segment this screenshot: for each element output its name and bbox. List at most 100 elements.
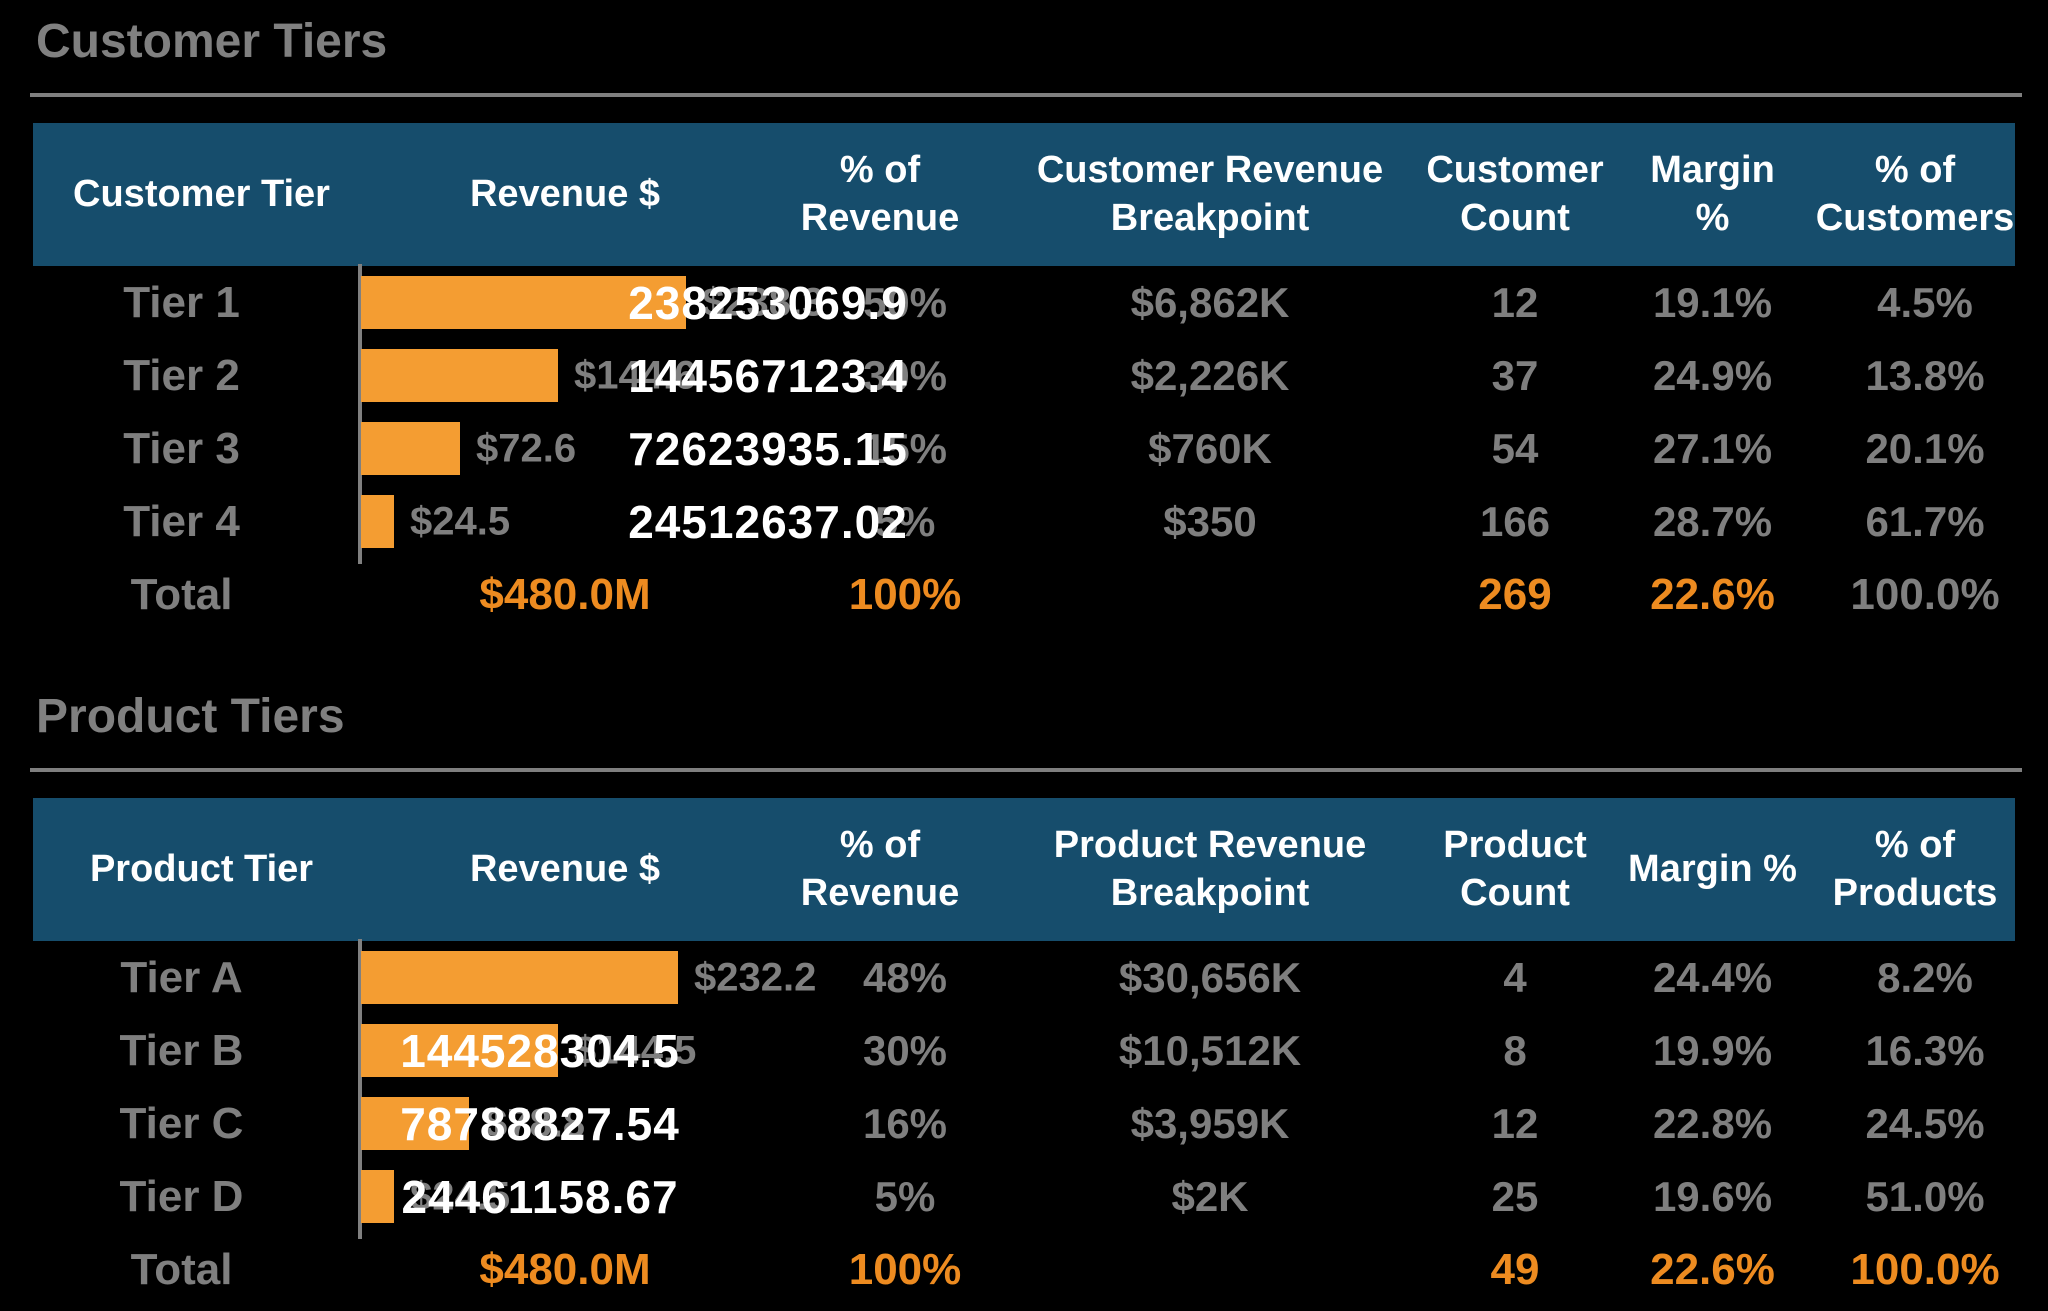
pct-revenue-value: 15% bbox=[862, 424, 948, 472]
section-title: Customer Tiers bbox=[36, 15, 388, 68]
pct-revenue-value: 16% bbox=[862, 1099, 948, 1147]
pct-entities-value: 51.0% bbox=[1865, 1172, 1985, 1220]
revenue-bar bbox=[361, 1097, 469, 1150]
product-tiers-section: Product Tiers Product Tier Revenue $ % o… bbox=[0, 675, 2048, 1311]
revenue-bar bbox=[361, 349, 558, 402]
table-body: Tier A 48% $30,656K 4 24.4% 8.2% 2322305… bbox=[33, 939, 2015, 1306]
table-row: Tier 2 30% $2,226K 37 24.9% 13.8% $144.6… bbox=[33, 339, 2015, 412]
title-underline bbox=[30, 768, 2022, 772]
tier-label: Tier D bbox=[119, 1171, 244, 1221]
bar-axis-line bbox=[358, 939, 362, 1239]
count-value: 25 bbox=[1491, 1172, 1539, 1220]
table-row: Tier D 5% $2K 25 19.6% 51.0% $24.5 24461… bbox=[33, 1160, 2015, 1233]
count-value: 8 bbox=[1503, 1026, 1527, 1074]
table-row: Tier B 30% $10,512K 8 19.9% 16.3% $144.5… bbox=[33, 1014, 2015, 1087]
margin-value: 19.1% bbox=[1652, 278, 1773, 326]
pct-entities-value: 20.1% bbox=[1865, 424, 1985, 472]
margin-value: 27.1% bbox=[1652, 424, 1773, 472]
pct-revenue-value: 30% bbox=[862, 351, 948, 399]
column-header-tier: Customer Tier bbox=[73, 172, 330, 215]
tier-label: Tier B bbox=[119, 1025, 244, 1075]
total-pct-revenue: 100% bbox=[848, 1244, 962, 1294]
breakpoint-value: $3,959K bbox=[1130, 1099, 1290, 1147]
pct-entities-value: 61.7% bbox=[1865, 497, 1985, 545]
margin-value: 19.9% bbox=[1652, 1026, 1773, 1074]
revenue-bar bbox=[361, 1024, 558, 1077]
raw-revenue-value: 78788827.54 bbox=[400, 1097, 680, 1150]
table-body: Tier 1 50% $6,862K 12 19.1% 4.5% $238.3 … bbox=[33, 264, 2015, 631]
column-header-tier: Product Tier bbox=[89, 847, 314, 890]
pct-entities-value: 4.5% bbox=[1877, 278, 1973, 326]
bar-value-label: $78.8 bbox=[485, 1101, 586, 1145]
table-header-row: Customer Tier Revenue $ % of Revenue Cus… bbox=[33, 123, 2015, 266]
customer-tiers-section: Customer Tiers Customer Tier Revenue $ %… bbox=[30, 15, 2022, 631]
total-breakpoint bbox=[1000, 558, 1420, 631]
total-row: Total $480.0M 100% 269 22.6% 100.0% bbox=[33, 558, 2015, 631]
column-header-margin: Margin % bbox=[1628, 847, 1797, 890]
total-revenue: $480.0M bbox=[479, 1244, 651, 1294]
total-row: Total $480.0M 100% 49 22.6% 100.0% bbox=[33, 1233, 2015, 1306]
bar-value-label: $232.2 bbox=[694, 955, 817, 999]
pct-entities-value: 13.8% bbox=[1865, 351, 1985, 399]
pct-entities-value: 24.5% bbox=[1865, 1099, 1985, 1147]
customer-tiers-table: Customer Tier Revenue $ % of Revenue Cus… bbox=[33, 123, 2015, 631]
bar-value-label: $24.5 bbox=[410, 1174, 511, 1218]
pct-revenue-value: 50% bbox=[862, 278, 948, 326]
raw-revenue-value: 72623935.15 bbox=[628, 422, 908, 475]
pct-entities-value: 16.3% bbox=[1865, 1026, 1985, 1074]
bar-value-label: $238.3 bbox=[702, 280, 825, 324]
count-value: 37 bbox=[1491, 351, 1539, 399]
table-row: Tier 3 15% $760K 54 27.1% 20.1% $72.6 72… bbox=[33, 412, 2015, 485]
count-value: 166 bbox=[1479, 497, 1551, 545]
margin-value: 28.7% bbox=[1652, 497, 1773, 545]
total-pct-revenue: 100% bbox=[848, 569, 962, 619]
total-margin: 22.6% bbox=[1650, 1244, 1775, 1294]
table-row: Tier 1 50% $6,862K 12 19.1% 4.5% $238.3 … bbox=[33, 266, 2015, 339]
column-header-pct-revenue: % of Revenue bbox=[800, 824, 960, 914]
margin-value: 22.8% bbox=[1652, 1099, 1773, 1147]
product-tiers-table: Product Tier Revenue $ % of Revenue Prod… bbox=[33, 798, 2015, 1306]
total-label: Total bbox=[130, 1244, 233, 1294]
table-row: Tier A 48% $30,656K 4 24.4% 8.2% 2322305… bbox=[33, 941, 2015, 1014]
column-header-count: Customer Count bbox=[1426, 149, 1604, 239]
table-header-row: Product Tier Revenue $ % of Revenue Prod… bbox=[33, 798, 2015, 941]
total-pct-entities: 100.0% bbox=[1850, 1244, 2000, 1294]
total-pct-entities: 100.0% bbox=[1850, 569, 2000, 619]
count-value: 54 bbox=[1491, 424, 1539, 472]
count-value: 12 bbox=[1491, 1099, 1539, 1147]
column-header-breakpoint: Customer Revenue Breakpoint bbox=[1036, 149, 1384, 239]
title-underline bbox=[30, 93, 2022, 97]
tier-label: Tier C bbox=[119, 1098, 244, 1148]
breakpoint-value: $30,656K bbox=[1118, 953, 1302, 1001]
column-header-pct-entities: % of Products bbox=[1832, 824, 1998, 914]
bar-axis-line bbox=[358, 264, 362, 564]
count-value: 12 bbox=[1491, 278, 1539, 326]
tier-label: Tier 1 bbox=[123, 277, 240, 327]
revenue-bar bbox=[361, 495, 394, 548]
total-count: 49 bbox=[1490, 1244, 1540, 1294]
bar-value-label: $144.6 bbox=[574, 353, 697, 397]
tier-label: Tier 4 bbox=[123, 496, 240, 546]
revenue-bar bbox=[361, 422, 460, 475]
tier-label: Tier 3 bbox=[123, 423, 240, 473]
breakpoint-value: $2K bbox=[1171, 1172, 1249, 1220]
total-revenue: $480.0M bbox=[479, 569, 651, 619]
table-row: Tier C 16% $3,959K 12 22.8% 24.5% $78.8 … bbox=[33, 1087, 2015, 1160]
tier-label: Tier 2 bbox=[123, 350, 240, 400]
table-row: Tier 4 5% $350 166 28.7% 61.7% $24.5 245… bbox=[33, 485, 2015, 558]
bar-value-label: $24.5 bbox=[410, 499, 511, 543]
column-header-breakpoint: Product Revenue Breakpoint bbox=[1053, 824, 1367, 914]
margin-value: 24.9% bbox=[1652, 351, 1773, 399]
section-title: Product Tiers bbox=[36, 690, 345, 743]
breakpoint-value: $2,226K bbox=[1130, 351, 1290, 399]
total-breakpoint bbox=[1000, 1233, 1420, 1306]
breakpoint-value: $760K bbox=[1148, 424, 1272, 472]
pct-revenue-value: 5% bbox=[874, 1172, 936, 1220]
column-header-revenue: Revenue $ bbox=[469, 847, 661, 890]
tier-label: Tier A bbox=[120, 952, 243, 1002]
breakpoint-value: $10,512K bbox=[1118, 1026, 1302, 1074]
margin-value: 19.6% bbox=[1652, 1172, 1773, 1220]
total-count: 269 bbox=[1478, 569, 1552, 619]
pct-entities-value: 8.2% bbox=[1877, 953, 1973, 1001]
